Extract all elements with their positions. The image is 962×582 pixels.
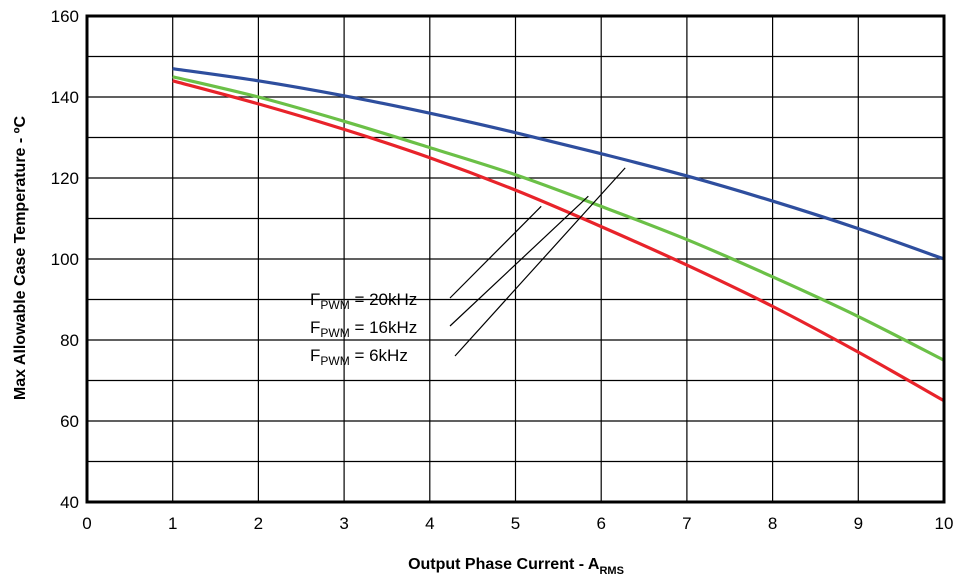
y-tick-label: 140 — [51, 88, 79, 107]
x-tick-label: 1 — [168, 514, 177, 533]
x-tick-label: 6 — [596, 514, 605, 533]
annotation-label: FPWM = 20kHz — [310, 290, 417, 312]
plot-frame — [85, 14, 946, 504]
grid — [87, 16, 944, 502]
series-line — [172, 79, 945, 403]
y-tick-label: 160 — [51, 7, 79, 26]
series-line — [172, 75, 945, 362]
x-tick-label: 5 — [511, 514, 520, 533]
series-line — [172, 67, 945, 261]
y-tick-label: 100 — [51, 250, 79, 269]
y-tick-label: 80 — [60, 331, 79, 350]
annotation-label: FPWM = 16kHz — [310, 318, 417, 340]
y-tick-label: 40 — [60, 493, 79, 512]
annotation-leader-line — [454, 167, 626, 357]
series-lines — [172, 67, 945, 403]
y-tick-label: 120 — [51, 169, 79, 188]
x-tick-label: 9 — [854, 514, 863, 533]
x-tick-label: 0 — [82, 514, 91, 533]
annotation-leader-line — [449, 195, 589, 327]
x-tick-label: 8 — [768, 514, 777, 533]
x-tick-label: 4 — [425, 514, 434, 533]
annotation-leader-line — [449, 205, 542, 299]
x-tick-label: 10 — [935, 514, 954, 533]
x-tick-labels: 0 1 2 3 4 5 6 7 8 9 10 — [82, 514, 953, 533]
x-tick-label: 3 — [339, 514, 348, 533]
y-tick-labels: 40 60 80 100 120 140 160 — [51, 7, 79, 512]
x-axis-title: Output Phase Current - ARMS — [408, 556, 624, 577]
x-axis-title-main: Output Phase Current - A — [408, 556, 600, 573]
x-tick-label: 2 — [254, 514, 263, 533]
x-tick-label: 7 — [682, 514, 691, 533]
x-axis-title-subscript: RMS — [599, 565, 623, 577]
annotations: FPWM = 20kHz FPWM = 16kHz FPWM = 6kHz — [310, 167, 626, 368]
y-tick-label: 60 — [60, 412, 79, 431]
annotation-label: FPWM = 6kHz — [310, 346, 408, 368]
y-axis-title: Max Allowable Case Temperature - ºC — [12, 115, 29, 400]
